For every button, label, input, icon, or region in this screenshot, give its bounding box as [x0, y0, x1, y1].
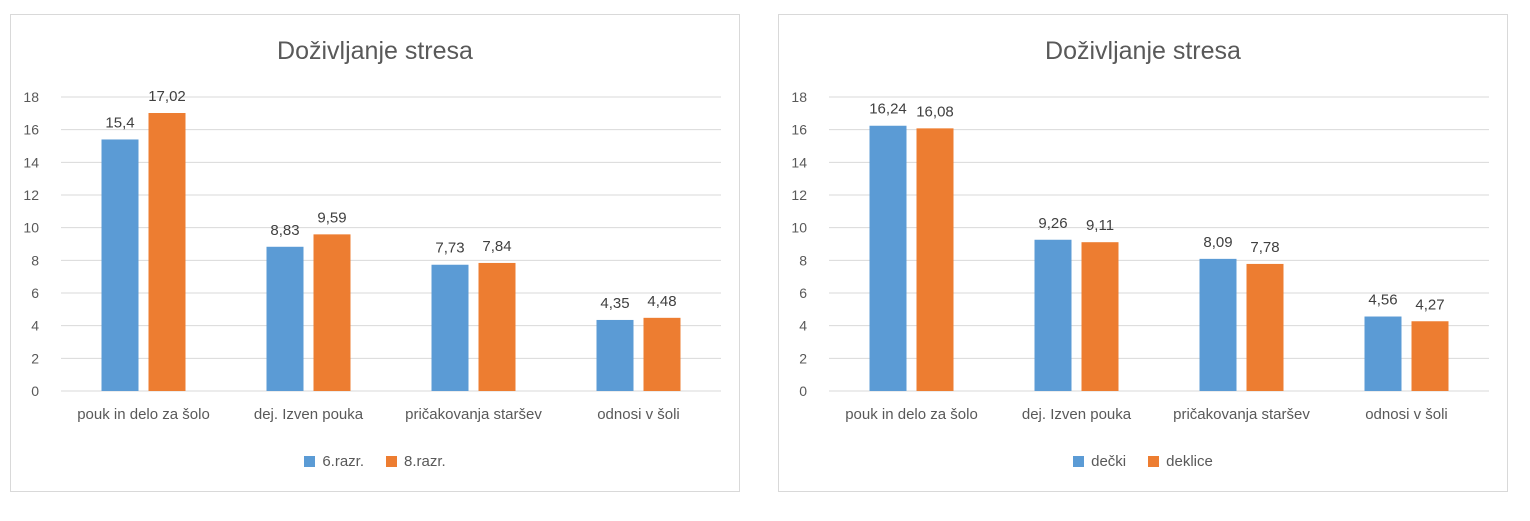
data-label: 4,48	[647, 293, 676, 310]
y-tick-label: 0	[799, 383, 807, 399]
x-category-label: dej. Izven pouka	[254, 406, 364, 423]
bar	[313, 234, 351, 391]
bar	[431, 264, 469, 391]
chart-title: Doživljanje stresa	[1045, 37, 1241, 65]
y-tick-label: 2	[31, 350, 39, 366]
legend-swatch-orange	[1148, 456, 1160, 467]
y-tick-label: 16	[23, 122, 39, 138]
bar	[1411, 321, 1449, 391]
bar	[101, 139, 139, 391]
bar	[1246, 263, 1284, 391]
data-label: 4,35	[600, 295, 629, 312]
y-tick-label: 10	[791, 220, 807, 236]
legend-label: deklice	[1166, 453, 1213, 470]
y-tick-label: 16	[791, 122, 807, 138]
legend-item-series-2: deklice	[1148, 453, 1213, 470]
legend-item-series-1: 6.razr.	[304, 453, 364, 470]
data-label: 7,78	[1250, 239, 1279, 256]
y-tick-label: 4	[799, 318, 807, 334]
bar-chart-grade: 0 2 4 6 8 10 12 14 16 18 15,4 17,02 pouk in delo za …	[23, 88, 721, 423]
data-label: 16,08	[916, 103, 954, 120]
x-category-label: pouk in delo za šolo	[845, 406, 978, 423]
chart-panel-gender: Doživljanje stresa 0 2 4 6 8 10 12 14 16 18 16,24 1…	[778, 14, 1508, 492]
data-label: 9,11	[1086, 217, 1114, 234]
y-tick-label: 8	[31, 252, 39, 268]
bar	[1364, 316, 1402, 391]
bar	[643, 317, 681, 391]
bar-chart-gender: 0 2 4 6 8 10 12 14 16 18 16,24 16,08 pouk in delo za…	[791, 89, 1489, 423]
x-category-label: odnosi v šoli	[597, 406, 680, 423]
x-category-label: odnosi v šoli	[1365, 406, 1448, 423]
y-tick-label: 10	[23, 220, 39, 236]
data-label: 15,4	[105, 114, 134, 131]
data-label: 4,56	[1368, 292, 1397, 309]
x-category-label: pričakovanja staršev	[1173, 406, 1310, 423]
legend-swatch-blue	[304, 456, 316, 467]
data-label: 7,84	[482, 238, 511, 255]
legend-label: 6.razr.	[322, 453, 364, 470]
y-tick-label: 8	[799, 252, 807, 268]
bar	[916, 128, 954, 392]
x-category-label: pričakovanja staršev	[405, 406, 542, 423]
legend-label: dečki	[1091, 453, 1127, 470]
y-tick-label: 18	[791, 89, 807, 105]
data-label: 7,73	[435, 240, 464, 257]
chart-title: Doživljanje stresa	[277, 37, 473, 65]
legend-item-series-2: 8.razr.	[386, 453, 446, 470]
legend-item-series-1: dečki	[1073, 453, 1126, 470]
bar	[148, 113, 186, 392]
data-label: 8,83	[270, 222, 299, 239]
data-label: 4,27	[1415, 296, 1444, 313]
x-category-label: dej. Izven pouka	[1022, 406, 1132, 423]
y-tick-label: 0	[31, 383, 39, 399]
y-tick-label: 12	[791, 187, 807, 203]
data-label: 9,26	[1038, 215, 1067, 232]
legend-label: 8.razr.	[404, 453, 446, 470]
y-tick-label: 18	[23, 89, 39, 105]
legend: dečki deklice	[779, 453, 1507, 470]
y-tick-label: 6	[799, 285, 807, 301]
bar	[478, 262, 516, 391]
bar	[596, 319, 634, 391]
data-label: 8,09	[1203, 234, 1232, 251]
legend-swatch-orange	[386, 456, 397, 467]
chart-panel-grade: Doživljanje stresa 0 2 4 6 8 10 12 14 16 18 15,4 17…	[10, 14, 740, 492]
data-label: 17,02	[148, 88, 186, 105]
y-tick-label: 2	[799, 350, 807, 366]
bar	[869, 125, 907, 391]
bar	[266, 246, 304, 391]
y-tick-label: 14	[791, 154, 807, 170]
data-label: 9,59	[317, 209, 346, 226]
y-tick-label: 12	[23, 187, 39, 203]
y-tick-label: 6	[31, 285, 39, 301]
data-label: 16,24	[869, 101, 907, 118]
y-tick-label: 14	[23, 154, 39, 170]
y-tick-label: 4	[31, 318, 39, 334]
x-category-label: pouk in delo za šolo	[77, 406, 210, 423]
legend-swatch-blue	[1073, 456, 1085, 467]
legend: 6.razr. 8.razr.	[11, 453, 739, 470]
bar	[1034, 239, 1072, 391]
bar	[1199, 258, 1237, 391]
bar	[1081, 242, 1119, 391]
